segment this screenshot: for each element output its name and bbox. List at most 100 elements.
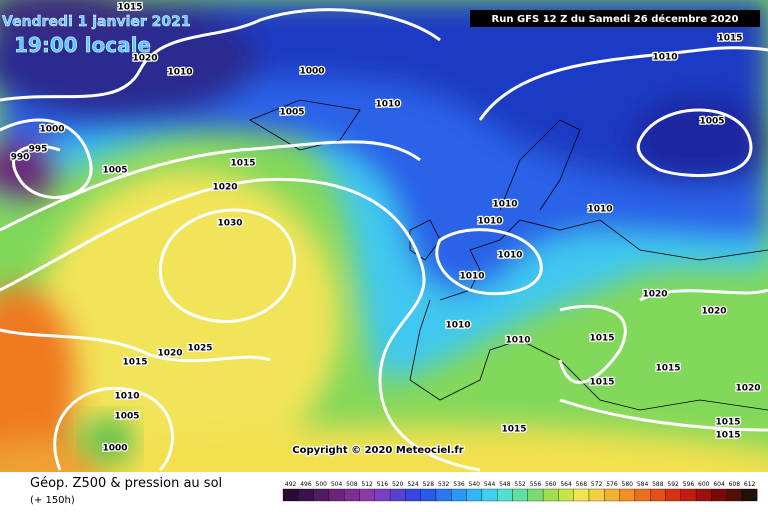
isobar-label: 1020 — [642, 290, 667, 300]
scale-label: 588 — [652, 481, 664, 488]
isobar-label: 1015 — [715, 418, 740, 428]
isobar-label: 1005 — [102, 166, 127, 176]
scale-label: 568 — [576, 481, 588, 488]
isobar-label: 1020 — [735, 384, 760, 394]
forecast-time: 19:00 locale — [14, 33, 151, 57]
scale-label: 532 — [438, 481, 450, 488]
scale-label: 512 — [361, 481, 373, 488]
scale-swatch — [619, 488, 636, 502]
scale-swatch — [542, 488, 559, 502]
isobar-label: 1005 — [114, 412, 139, 422]
scale-swatch — [451, 488, 467, 502]
scale-label: 584 — [637, 481, 649, 488]
scale-swatch — [634, 488, 651, 502]
scale-label: 536 — [453, 481, 465, 488]
isobar-label: 1010 — [505, 336, 530, 346]
scale-label: 544 — [484, 481, 496, 488]
scale-swatch — [695, 488, 712, 502]
isobar-label: 1010 — [587, 205, 612, 215]
scale-label: 524 — [407, 481, 419, 488]
forecast-date: Vendredi 1 janvier 2021 — [2, 14, 191, 30]
isobar-label: 1000 — [39, 125, 64, 135]
scale-swatch — [313, 488, 330, 502]
isobar-label: 995 — [29, 145, 48, 155]
scale-label: 608 — [729, 481, 741, 488]
isobar-label: 1010 — [445, 321, 470, 331]
isobar-label: 990 — [11, 153, 30, 163]
scale-swatch — [374, 488, 391, 502]
isobar-label: 1010 — [167, 68, 192, 78]
scale-label: 508 — [346, 481, 358, 488]
footer-lead: (+ 150h) — [30, 495, 75, 506]
scale-swatch — [359, 488, 375, 502]
scale-label: 548 — [499, 481, 511, 488]
isobar-label: 1015 — [717, 34, 742, 44]
run-box — [470, 10, 760, 27]
isobar-label: 1025 — [187, 344, 212, 354]
isobar-label: 1015 — [655, 364, 680, 374]
isobar-label: 1020 — [132, 54, 157, 64]
scale-swatch — [405, 488, 421, 502]
scale-swatch — [328, 488, 345, 502]
scale-label: 612 — [744, 481, 756, 488]
scale-swatch — [741, 488, 758, 502]
scale-label: 552 — [514, 481, 526, 488]
scale-swatch — [282, 488, 299, 502]
scale-label: 540 — [469, 481, 481, 488]
color-scale: 492 496 500 504 508 512 516 520 524 528 532 536 540 5… — [282, 481, 758, 502]
scale-label: 596 — [683, 481, 695, 488]
scale-label: 528 — [423, 481, 435, 488]
scale-swatch — [420, 488, 437, 502]
isobar-label: 1020 — [212, 183, 237, 193]
run-info: Run GFS 12 Z du Samedi 26 décembre 2020 — [492, 13, 739, 25]
scale-swatch — [389, 488, 406, 502]
isobar-label: 1015 — [122, 358, 147, 368]
isobar-label: 1010 — [114, 392, 139, 402]
coastlines — [249, 99, 768, 411]
scale-swatch — [665, 488, 681, 502]
isobar-label: 1015 — [589, 334, 614, 344]
isobar-label: 1015 — [715, 431, 740, 441]
isobar-label: 1030 — [217, 219, 242, 229]
scale-swatch — [497, 488, 513, 502]
isobar-label: 1005 — [699, 117, 724, 127]
scale-label: 592 — [667, 481, 679, 488]
isobar-label: 1000 — [102, 444, 127, 454]
copyright: Copyright © 2020 Meteociel.fr — [292, 445, 463, 456]
scale-label: 556 — [530, 481, 542, 488]
footer-title: Géop. Z500 & pression au sol — [30, 476, 222, 491]
isobar-label: 1010 — [459, 272, 484, 282]
scale-swatch — [726, 488, 743, 502]
scale-swatch — [650, 488, 666, 502]
scale-label: 576 — [606, 481, 618, 488]
isobar-label: 1010 — [652, 53, 677, 63]
scale-label: 560 — [545, 481, 557, 488]
isobar-label: 1010 — [497, 251, 522, 261]
scale-label: 492 — [285, 481, 297, 488]
scale-swatch — [527, 488, 544, 502]
scale-label: 504 — [331, 481, 343, 488]
isobar-label: 1015 — [589, 378, 614, 388]
scale-swatch — [298, 488, 314, 502]
scale-swatch — [711, 488, 727, 502]
scale-swatch — [466, 488, 483, 502]
scale-swatch — [512, 488, 528, 502]
scale-swatch — [604, 488, 620, 502]
scale-swatch — [558, 488, 574, 502]
scale-label: 600 — [698, 481, 710, 488]
isobar-label: 1015 — [117, 3, 142, 13]
isobar-label: 1000 — [299, 67, 324, 77]
scale-label: 520 — [392, 481, 404, 488]
isobar-label: 1010 — [492, 200, 517, 210]
scale-label: 580 — [622, 481, 634, 488]
scale-swatch — [680, 488, 697, 502]
isobar-label: 1010 — [375, 100, 400, 110]
scale-swatch — [481, 488, 498, 502]
isobar-label: 1015 — [501, 425, 526, 435]
isobars — [0, 8, 768, 472]
scale-label: 604 — [713, 481, 725, 488]
isobar-label: 1020 — [157, 349, 182, 359]
scale-label: 496 — [300, 481, 312, 488]
